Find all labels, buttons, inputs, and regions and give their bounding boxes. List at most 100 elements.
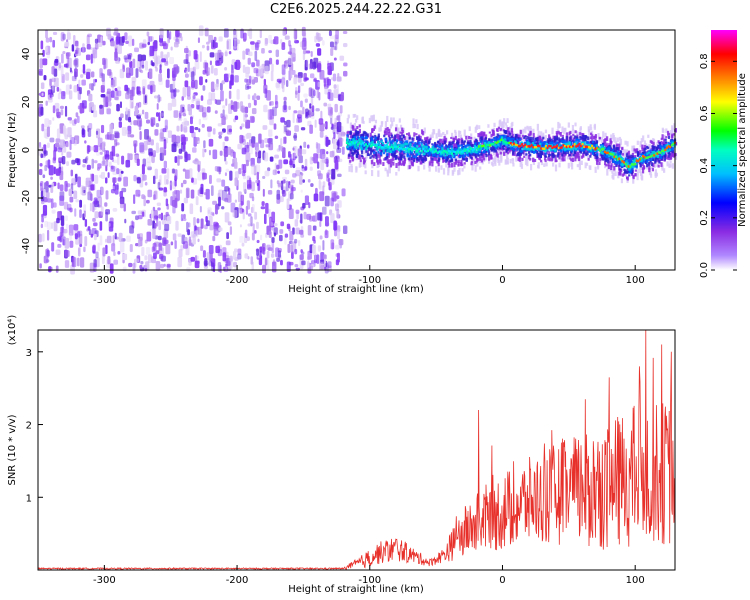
ridge-cell [540,145,543,149]
ridge-cell [621,149,624,156]
noise-cell [69,240,74,248]
noise-cell [182,87,187,98]
noise-cell [44,118,50,128]
noise-cell [341,188,346,197]
ridge-cell [424,140,428,143]
ridge-cell [499,145,502,148]
noise-cell [236,88,240,100]
noise-cell [305,50,311,54]
noise-cell [233,261,238,268]
noise-cell [110,79,115,88]
noise-cell [109,161,112,168]
ridge-cell [448,155,451,158]
noise-cell [262,188,265,197]
ridge-cell [533,142,536,145]
noise-cell [69,207,73,213]
ridge-cell [607,164,610,170]
noise-cell [244,188,247,195]
noise-cell [337,230,340,240]
noise-cell [97,163,102,169]
noise-cell [141,163,145,175]
ridge-cell [505,130,508,134]
noise-cell [234,171,240,179]
ridge-cell [420,142,423,145]
noise-cell [297,72,303,79]
ridge-cell [507,132,510,137]
ridge-cell [563,158,566,162]
noise-cell [112,235,115,247]
noise-cell [84,218,88,227]
ridge-cell [490,156,493,160]
ridge-cell [609,145,612,149]
ridge-cell [498,160,501,166]
noise-cell [90,53,93,64]
ridge-cell [611,169,614,174]
ridge-cell [604,145,608,148]
ridge-cell [641,144,644,150]
ridge-cell [544,152,547,155]
noise-cell [317,62,322,73]
noise-cell [59,105,64,109]
ridge-cell [361,136,364,139]
noise-cell [56,86,60,92]
ridge-cell [416,123,419,130]
ridge-cell [401,137,404,142]
noise-cell [47,229,50,241]
ridge-cell [436,152,439,156]
ridge-cell [671,127,674,135]
noise-cell [43,150,48,156]
ridge-cell [580,155,584,159]
noise-cell [264,88,267,99]
ridge-cell [559,138,562,143]
ridge-cell [537,155,540,158]
ridge-cell [601,154,604,157]
noise-cell [128,153,133,161]
ridge-cell [498,138,501,141]
noise-cell [56,112,60,116]
noise-cell [73,224,79,231]
noise-cell [309,265,313,271]
ridge-cell [518,154,522,159]
ridge-cell [557,121,560,129]
noise-cell [103,96,109,108]
noise-cell [280,138,283,149]
ridge-cell [563,139,566,143]
noise-cell [272,38,276,45]
noise-cell [249,115,255,123]
noise-cell [340,131,346,137]
noise-cell [181,203,185,212]
ridge-cell [590,150,593,156]
noise-cell [280,38,283,44]
ridge-cell [615,144,618,148]
ridge-cell [424,157,427,161]
noise-cell [188,239,192,246]
ridge-cell [401,132,404,137]
noise-cell [169,180,172,191]
noise-cell [63,146,67,153]
noise-cell [290,187,296,192]
noise-cell [131,86,135,97]
noise-cell [280,221,285,227]
noise-cell [137,90,142,96]
ridge-cell [478,125,481,130]
ridge-cell [423,142,426,146]
noise-cell [243,181,247,193]
ridge-cell [350,145,353,149]
noise-cell [233,30,238,41]
ridge-cell [461,153,464,156]
ridge-cell [453,156,456,159]
ridge-cell [371,154,374,158]
ridge-cell [547,154,551,158]
noise-cell [250,206,254,214]
noise-cell [63,63,69,68]
ridge-cell [643,148,646,153]
noise-cell [336,121,342,133]
ridge-cell [524,135,527,138]
ridge-cell [633,148,636,152]
ridge-cell [587,152,590,158]
ridge-cell [393,139,396,142]
ridge-cell [661,134,664,140]
noise-cell [249,217,253,223]
ridge-cell [457,161,460,166]
noise-cell [180,124,183,132]
